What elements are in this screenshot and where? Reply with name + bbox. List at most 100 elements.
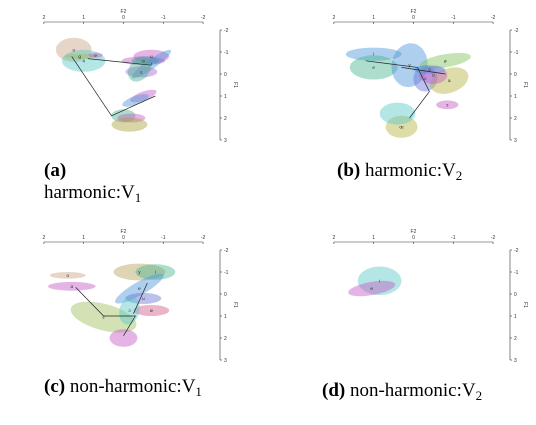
vowel-label: i — [379, 278, 380, 283]
vowel-label: e — [370, 286, 373, 291]
vowel-label: ɛ — [140, 69, 142, 74]
right-tick-label: 2 — [224, 116, 227, 122]
right-tick-label: 0 — [224, 72, 227, 78]
right-tick-label: -1 — [514, 50, 519, 56]
caption-a-sub: 1 — [134, 190, 142, 205]
vowel-label: ɑ — [70, 284, 73, 289]
vowel-label: i — [151, 62, 152, 67]
right-tick-label: 3 — [224, 138, 227, 144]
caption-d-text: non-harmonic:V — [349, 380, 476, 401]
vowel-label: u — [142, 296, 145, 301]
trajectory-line — [71, 56, 156, 117]
plot-b: F2 2 1 0 -1 -2 -2 -1 0 1 2 3 F1 i e y ɛ ø a uo ɔ œ — [332, 9, 528, 144]
vowel-label: e — [138, 286, 141, 291]
vowel-ellipse — [70, 301, 137, 333]
top-tick-label: 2 — [332, 15, 335, 21]
trajectory-line — [133, 282, 148, 314]
vowel-ellipse — [109, 329, 138, 347]
vowel-ellipse — [131, 49, 172, 79]
right-tick-label: -1 — [514, 270, 519, 276]
vowel-label: o — [66, 273, 69, 278]
vowel-ellipse — [349, 55, 398, 80]
right-tick-label: -1 — [224, 270, 229, 276]
right-tick-label: 3 — [224, 358, 227, 364]
vowel-ellipse — [413, 65, 446, 74]
vowel-ellipse — [47, 281, 96, 291]
vowel-ellipse — [88, 52, 103, 58]
caption-d-sub: 2 — [475, 388, 483, 403]
right-tick-label: 0 — [224, 292, 227, 298]
caption-a-label: (a) — [44, 160, 67, 181]
caption-d: (d) non-harmonic:V2 — [322, 380, 532, 402]
vowel-label: œ — [399, 124, 404, 129]
right-tick-label: -2 — [224, 248, 229, 254]
caption-a-text: harmonic:V — [44, 182, 135, 203]
vowel-label: ɔ — [446, 102, 449, 107]
top-tick-label: -2 — [201, 235, 206, 241]
right-tick-label: 0 — [514, 72, 517, 78]
vowel-label: ɛ — [103, 315, 105, 320]
top-tick-label: 1 — [372, 15, 375, 21]
vowel-label: y — [138, 270, 141, 275]
vowel-ellipse — [130, 89, 157, 103]
right-tick-label: 0 — [514, 292, 517, 298]
panel-d: F2 2 1 0 -1 -2 -2 -1 0 1 2 3 F1 i e — [300, 228, 530, 368]
top-tick-label: -1 — [451, 235, 456, 241]
right-axis-title: F1 — [522, 82, 528, 88]
vowel-label: e — [94, 53, 97, 58]
vowel-ellipse — [419, 52, 471, 69]
vowel-label: i — [155, 270, 156, 275]
top-tick-label: 2 — [42, 15, 45, 21]
vowel-ellipse — [111, 117, 148, 132]
top-tick-label: 2 — [332, 235, 335, 241]
plot-a: F2 2 1 0 -1 -2 -2 -1 0 1 2 3 F1 o 4g e ɑui ɛ — [42, 9, 238, 144]
vowel-label: a — [448, 78, 451, 83]
vowel-ellipse — [125, 66, 158, 78]
right-axis-title: F1 — [522, 302, 528, 308]
right-tick-label: -1 — [224, 50, 229, 56]
vowel-ellipse — [391, 43, 428, 88]
vowel-label: o — [428, 67, 431, 72]
caption-c-label: (c) — [44, 376, 66, 397]
right-tick-label: 2 — [514, 116, 517, 122]
vowel-ellipse — [357, 266, 402, 296]
vowel-ellipse — [345, 47, 402, 61]
vowel-label: ɑ — [142, 58, 145, 63]
top-tick-label: 0 — [412, 235, 415, 241]
top-tick-label: 2 — [42, 235, 45, 241]
caption-c-sub: 1 — [195, 384, 202, 399]
caption-a: (a) harmonic:V1 — [44, 160, 204, 204]
plot-c: F2 2 1 0 -1 -2 -2 -1 0 1 2 3 F1 o ɑ ɛ y i eu ø ɔ — [42, 229, 238, 364]
top-axis-title: F2 — [121, 229, 127, 235]
plot-d: F2 2 1 0 -1 -2 -2 -1 0 1 2 3 F1 i e — [332, 229, 528, 364]
vowel-ellipse — [348, 280, 396, 297]
top-axis-title: F2 — [411, 9, 417, 15]
right-axis-title: F1 — [232, 82, 238, 88]
top-tick-label: 1 — [82, 235, 85, 241]
caption-c-text: non-harmonic:V — [69, 376, 196, 397]
vowel-label: 4 — [82, 58, 85, 63]
top-axis-title: F2 — [411, 229, 417, 235]
vowel-ellipse — [125, 292, 162, 304]
right-tick-label: -2 — [514, 28, 519, 34]
right-tick-label: 2 — [224, 336, 227, 342]
right-tick-label: -2 — [514, 248, 519, 254]
vowel-label: g — [78, 54, 81, 59]
top-tick-label: -1 — [161, 15, 166, 21]
top-axis-title: F2 — [121, 9, 127, 15]
vowel-label: ɔ — [128, 308, 131, 313]
caption-b-label: (b) — [337, 160, 361, 181]
top-tick-label: -2 — [491, 235, 496, 241]
right-tick-label: 3 — [514, 138, 517, 144]
vowel-ellipse — [115, 273, 164, 304]
caption-d-label: (d) — [322, 380, 346, 401]
vowel-ellipse — [55, 37, 92, 62]
vowel-ellipse — [49, 272, 86, 279]
top-tick-label: -2 — [491, 15, 496, 21]
vowel-ellipse — [61, 49, 106, 72]
vowel-ellipse — [131, 56, 160, 66]
trajectory-line — [401, 67, 446, 75]
right-tick-label: 1 — [514, 314, 517, 320]
right-axis-title: F1 — [232, 302, 238, 308]
top-tick-label: 0 — [122, 235, 125, 241]
